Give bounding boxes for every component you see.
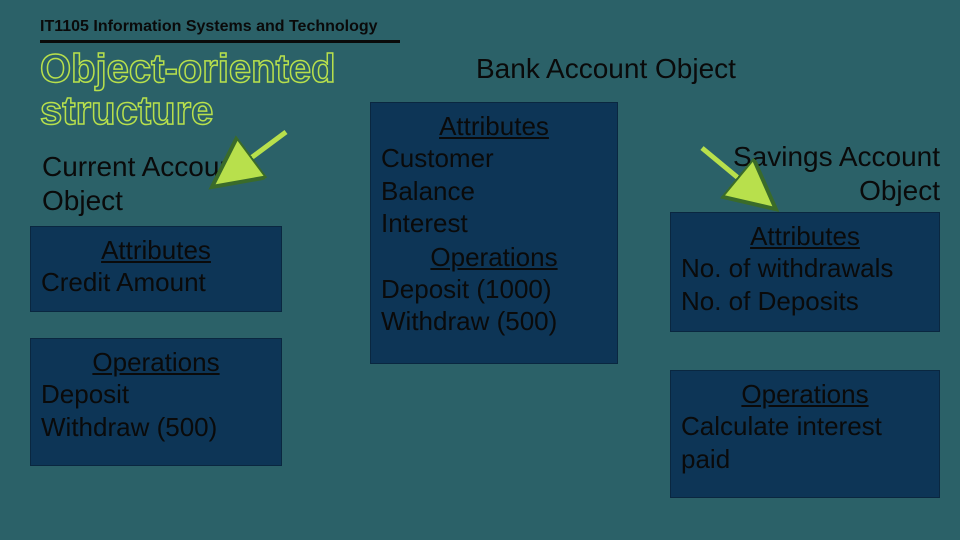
bank-op-heading: Operations: [381, 242, 607, 273]
savings-attr-heading: Attributes: [681, 221, 929, 252]
bank-attr: Interest: [381, 207, 607, 240]
savings-title-line1: Savings Account: [700, 140, 940, 174]
bank-op: Deposit (1000): [381, 273, 607, 306]
current-op-heading: Operations: [41, 347, 271, 378]
bank-attr: Customer: [381, 142, 607, 175]
savings-attr: No. of Deposits: [681, 285, 929, 318]
current-op-box: Operations Deposit Withdraw (500): [30, 338, 282, 466]
savings-attr: No. of withdrawals: [681, 252, 929, 285]
savings-title-line2: Object: [700, 174, 940, 208]
savings-op-heading: Operations: [681, 379, 929, 410]
slide-title-line1: Object-oriented: [40, 48, 336, 90]
savings-title: Savings Account Object: [700, 140, 940, 207]
savings-op-box: Operations Calculate interest paid: [670, 370, 940, 498]
course-header: IT1105 Information Systems and Technolog…: [40, 18, 400, 43]
current-op: Deposit: [41, 378, 271, 411]
current-title-line2: Object: [42, 184, 243, 218]
bank-box: Attributes Customer Balance Interest Ope…: [370, 102, 618, 364]
current-attr-heading: Attributes: [41, 235, 271, 266]
savings-attr-box: Attributes No. of withdrawals No. of Dep…: [670, 212, 940, 332]
bank-op: Withdraw (500): [381, 305, 607, 338]
bank-attr: Balance: [381, 175, 607, 208]
bank-attr-heading: Attributes: [381, 111, 607, 142]
current-attr-box: Attributes Credit Amount: [30, 226, 282, 312]
slide-title-line2: structure: [40, 90, 336, 132]
current-title-line1: Current Account: [42, 150, 243, 184]
savings-op: paid: [681, 443, 929, 476]
current-title: Current Account Object: [42, 150, 243, 217]
current-attr: Credit Amount: [41, 266, 271, 299]
slide-title: Object-oriented structure: [40, 48, 336, 132]
current-op: Withdraw (500): [41, 411, 271, 444]
bank-title: Bank Account Object: [476, 52, 736, 86]
savings-op: Calculate interest: [681, 410, 929, 443]
